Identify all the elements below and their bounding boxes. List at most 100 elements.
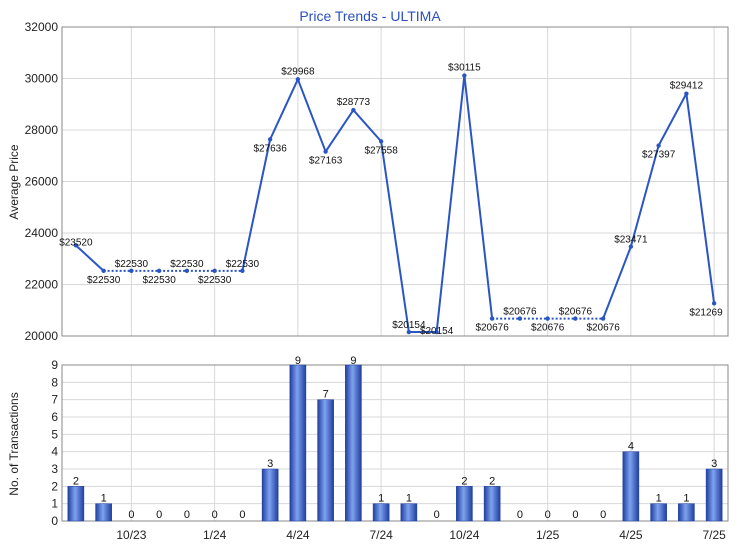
- x-axis-ticks: 10/23 1/24 4/24 7/24 10/24 1/25 4/25 7/25: [116, 528, 726, 542]
- bar-value-label: 0: [545, 509, 551, 521]
- price-y-tick-label: 28000: [25, 123, 59, 137]
- price-data-label: $27558: [364, 145, 398, 156]
- price-point: [434, 329, 439, 335]
- bar-value-label: 0: [239, 509, 245, 521]
- price-point: [545, 316, 550, 321]
- price-line-segment: [435, 75, 466, 333]
- price-point: [656, 143, 661, 148]
- transaction-bar: [261, 468, 279, 522]
- bar-value-label: 1: [656, 493, 662, 505]
- transaction-bar: [317, 399, 334, 522]
- bar-y-tick-label: 2: [51, 479, 58, 493]
- price-point: [156, 268, 162, 274]
- price-line-segment: [657, 93, 688, 146]
- price-point: [406, 329, 412, 335]
- price-y-tick-label: 24000: [25, 226, 59, 240]
- price-y-tick-label: 32000: [25, 20, 59, 34]
- bar-value-label: 3: [711, 458, 717, 470]
- x-tick-label: 1/24: [203, 528, 227, 542]
- price-data-label: $20154: [392, 320, 426, 331]
- price-data-label: $22530: [226, 259, 260, 270]
- price-data-label: $21269: [689, 307, 723, 318]
- bar-value-label: 4: [628, 441, 634, 453]
- price-data-label: $22530: [115, 259, 149, 270]
- x-tick-label: 7/24: [369, 528, 393, 542]
- price-y-axis-label: Average Price: [7, 144, 21, 219]
- price-line-segment: [352, 109, 382, 143]
- bar-y-tick-label: 8: [51, 375, 58, 389]
- price-point: [489, 316, 495, 321]
- price-point: [295, 77, 301, 82]
- bar-y-tick-label: 7: [51, 393, 58, 407]
- price-data-label: $22530: [170, 259, 204, 270]
- price-data-label: $29412: [670, 81, 704, 92]
- price-point: [517, 316, 523, 321]
- price-line-segment: [602, 246, 632, 319]
- bar-y-tick-label: 4: [51, 445, 58, 459]
- x-tick-label: 1/25: [536, 528, 560, 542]
- transaction-bar: [67, 486, 85, 522]
- bar-value-label: 0: [128, 509, 134, 521]
- price-point: [600, 316, 606, 321]
- transaction-bar: [483, 486, 501, 522]
- price-data-label: $23471: [614, 235, 648, 246]
- price-point: [323, 149, 328, 154]
- bar-value-label: 1: [406, 493, 412, 505]
- price-data-label: $28773: [337, 97, 371, 108]
- bar-value-label: 9: [350, 355, 356, 367]
- x-tick-label: 10/24: [449, 528, 479, 542]
- bar-value-label: 2: [73, 475, 79, 487]
- price-data-label: $22530: [87, 275, 121, 286]
- price-line-segment: [629, 145, 660, 247]
- price-point: [212, 268, 217, 274]
- bar-value-label: 2: [489, 475, 495, 487]
- price-point: [101, 268, 106, 274]
- bar-value-label: 1: [378, 493, 384, 505]
- transaction-bar: [289, 364, 307, 522]
- price-data-label: $27397: [642, 150, 676, 161]
- bar-value-label: 0: [517, 509, 523, 521]
- price-point: [351, 107, 356, 113]
- price-data-label: $29968: [281, 66, 315, 77]
- transaction-bar: [400, 503, 418, 522]
- bar-value-label: 0: [572, 509, 578, 521]
- transaction-bar: [456, 486, 473, 522]
- price-line-segment: [324, 109, 355, 153]
- bar-y-tick-label: 5: [51, 427, 58, 441]
- price-point: [267, 137, 273, 142]
- price-plot-frame: [61, 26, 729, 337]
- price-point: [378, 139, 384, 144]
- bar-y-tick-label: 0: [51, 514, 58, 528]
- x-tick-label: 10/23: [116, 528, 146, 542]
- transaction-bar: [650, 503, 667, 522]
- price-data-label: $22530: [198, 275, 232, 286]
- price-line-segment: [296, 78, 327, 152]
- price-line-segment: [269, 78, 299, 140]
- bar-value-label: 0: [434, 509, 440, 521]
- price-data-label: $22530: [142, 275, 176, 286]
- x-tick-label: 4/25: [619, 528, 643, 542]
- price-y-tick-label: 26000: [25, 175, 59, 189]
- x-tick-label: 4/24: [286, 528, 310, 542]
- price-y-tick-label: 22000: [25, 278, 59, 292]
- price-point: [73, 243, 79, 248]
- bar-value-label: 0: [600, 509, 606, 521]
- price-line-segment: [380, 141, 410, 333]
- price-point: [573, 316, 578, 321]
- bar-y-tick-label: 1: [51, 497, 58, 511]
- price-line-segment: [241, 139, 272, 272]
- price-point: [628, 244, 634, 249]
- bar-plot-frame: [61, 364, 729, 522]
- x-tick-label: 7/25: [702, 528, 726, 542]
- transaction-bar: [95, 503, 112, 522]
- bar-value-label: 0: [156, 509, 162, 521]
- price-line-segment: [685, 93, 716, 304]
- bar-value-label: 7: [323, 389, 329, 401]
- price-data-label: $20676: [531, 323, 565, 334]
- price-data-label: $27636: [253, 143, 287, 154]
- price-line-segment: [75, 244, 105, 272]
- price-data-label: $20154: [420, 326, 454, 337]
- price-line-segment: [463, 75, 494, 319]
